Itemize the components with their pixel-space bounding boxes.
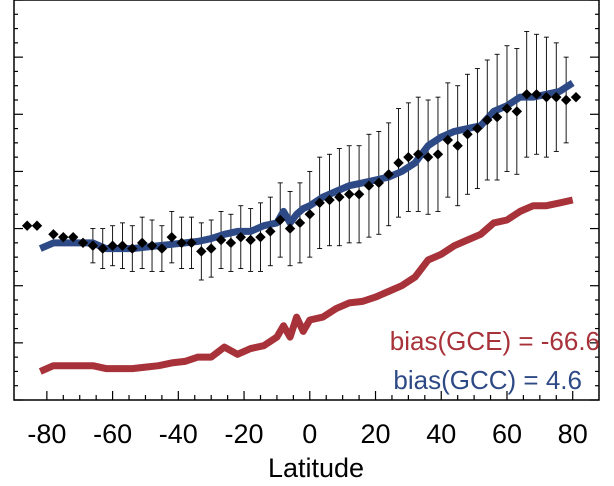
observation-point (521, 89, 532, 100)
observation-point (324, 194, 335, 206)
x-tick-label: 0 (302, 419, 317, 449)
observation-point (383, 169, 394, 180)
x-tick-label: 40 (426, 419, 456, 449)
observation-point (363, 180, 375, 191)
observation-point (156, 243, 168, 254)
observation-point (472, 123, 483, 134)
observation-point (265, 226, 276, 237)
observation-point (215, 234, 227, 246)
observation-point (97, 243, 108, 254)
x-axis-title: Latitude (268, 453, 364, 483)
observation-point (531, 89, 542, 100)
observation-point (186, 237, 197, 249)
observation-point (275, 214, 286, 226)
observation-point (117, 240, 128, 251)
observation-point (560, 94, 572, 106)
observation-point (482, 114, 493, 126)
observation-point (146, 240, 158, 251)
observation-point (334, 191, 345, 203)
x-tick-label: -60 (93, 419, 132, 449)
observation-point (373, 177, 385, 189)
observation-markers (21, 89, 582, 257)
observation-point (393, 157, 404, 169)
series-line-2 (38, 196, 574, 375)
bias-gcc-annotation: bias(GCC) = 4.6 (393, 365, 582, 395)
observation-point (284, 223, 296, 234)
observation-point (304, 209, 315, 220)
x-axis-tick-labels: -80 -60 -40 -20 0 20 40 60 80 (27, 419, 587, 449)
observation-point (127, 243, 138, 254)
observation-point (166, 231, 177, 243)
observation-point (551, 91, 562, 103)
observation-point (48, 229, 59, 240)
observation-point (87, 240, 99, 251)
observation-point (77, 237, 89, 249)
observation-point (245, 234, 256, 246)
observation-point (501, 103, 513, 114)
x-tick-label: -80 (27, 419, 66, 449)
observation-point (58, 231, 69, 243)
observation-point (570, 91, 582, 103)
x-tick-label: -20 (225, 419, 264, 449)
x-tick-label: -40 (159, 419, 198, 449)
observation-point (235, 231, 246, 243)
observation-point (176, 237, 187, 249)
x-tick-label: 80 (558, 419, 588, 449)
observation-point (21, 220, 33, 231)
observation-point (196, 246, 207, 257)
observation-point (413, 149, 424, 160)
observation-point (107, 240, 118, 251)
observation-point (511, 106, 523, 117)
observation-point (403, 151, 414, 163)
observation-point (442, 134, 454, 146)
observation-point (205, 243, 217, 254)
observation-point (462, 129, 473, 140)
observation-point (491, 111, 503, 123)
y-axis-ticks (14, 0, 599, 401)
observation-point (344, 189, 355, 200)
x-tick-label: 60 (492, 419, 522, 449)
observation-point (294, 217, 306, 229)
observation-point (353, 189, 365, 200)
observation-point (67, 231, 79, 243)
observation-point (136, 237, 148, 249)
observation-point (225, 237, 237, 249)
observation-point (422, 151, 434, 163)
observation-point (31, 220, 43, 231)
observation-point (314, 197, 325, 209)
observation-point (255, 231, 266, 243)
bias-gce-annotation: bias(GCE) = -66.6 (390, 326, 600, 356)
observation-point (432, 149, 444, 160)
x-axis-ticks (46, 391, 574, 400)
observation-point (541, 91, 552, 103)
observation-point (452, 140, 463, 151)
x-tick-label: 20 (360, 419, 390, 449)
